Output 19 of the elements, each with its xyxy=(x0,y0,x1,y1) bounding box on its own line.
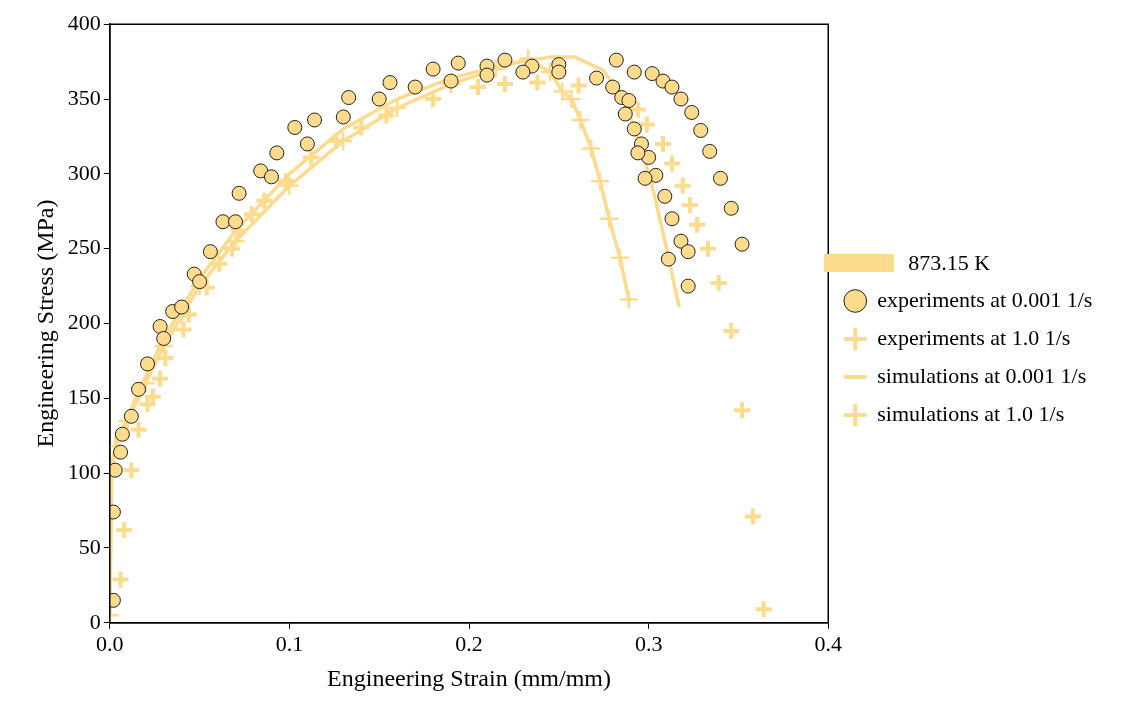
y-tick-label: 400 xyxy=(67,9,101,35)
y-tick-label: 200 xyxy=(67,309,101,335)
y-tick-label: 250 xyxy=(67,234,101,260)
y-tick-label: 350 xyxy=(67,84,101,110)
x-axis-title: Engineering Strain (mm/mm) xyxy=(327,664,611,691)
x-tick-label: 0.4 xyxy=(814,630,842,656)
y-tick-label: 150 xyxy=(67,384,101,410)
legend-label: simulations at 1.0 1/s xyxy=(877,400,1065,426)
x-tick-label: 0.2 xyxy=(455,630,483,656)
y-tick-label: 300 xyxy=(67,159,101,185)
legend-title: 873.15 K xyxy=(908,250,991,276)
y-axis-title: Engineering Stress (MPa) xyxy=(31,199,58,448)
x-tick-label: 0.3 xyxy=(634,630,663,656)
y-tick-label: 50 xyxy=(78,533,101,559)
legend-label: experiments at 1.0 1/s xyxy=(877,324,1071,350)
legend-label: experiments at 0.001 1/s xyxy=(877,286,1093,312)
y-tick-label: 100 xyxy=(67,458,101,484)
x-tick-label: 0.1 xyxy=(275,630,304,656)
legend-label: simulations at 0.001 1/s xyxy=(877,362,1087,388)
